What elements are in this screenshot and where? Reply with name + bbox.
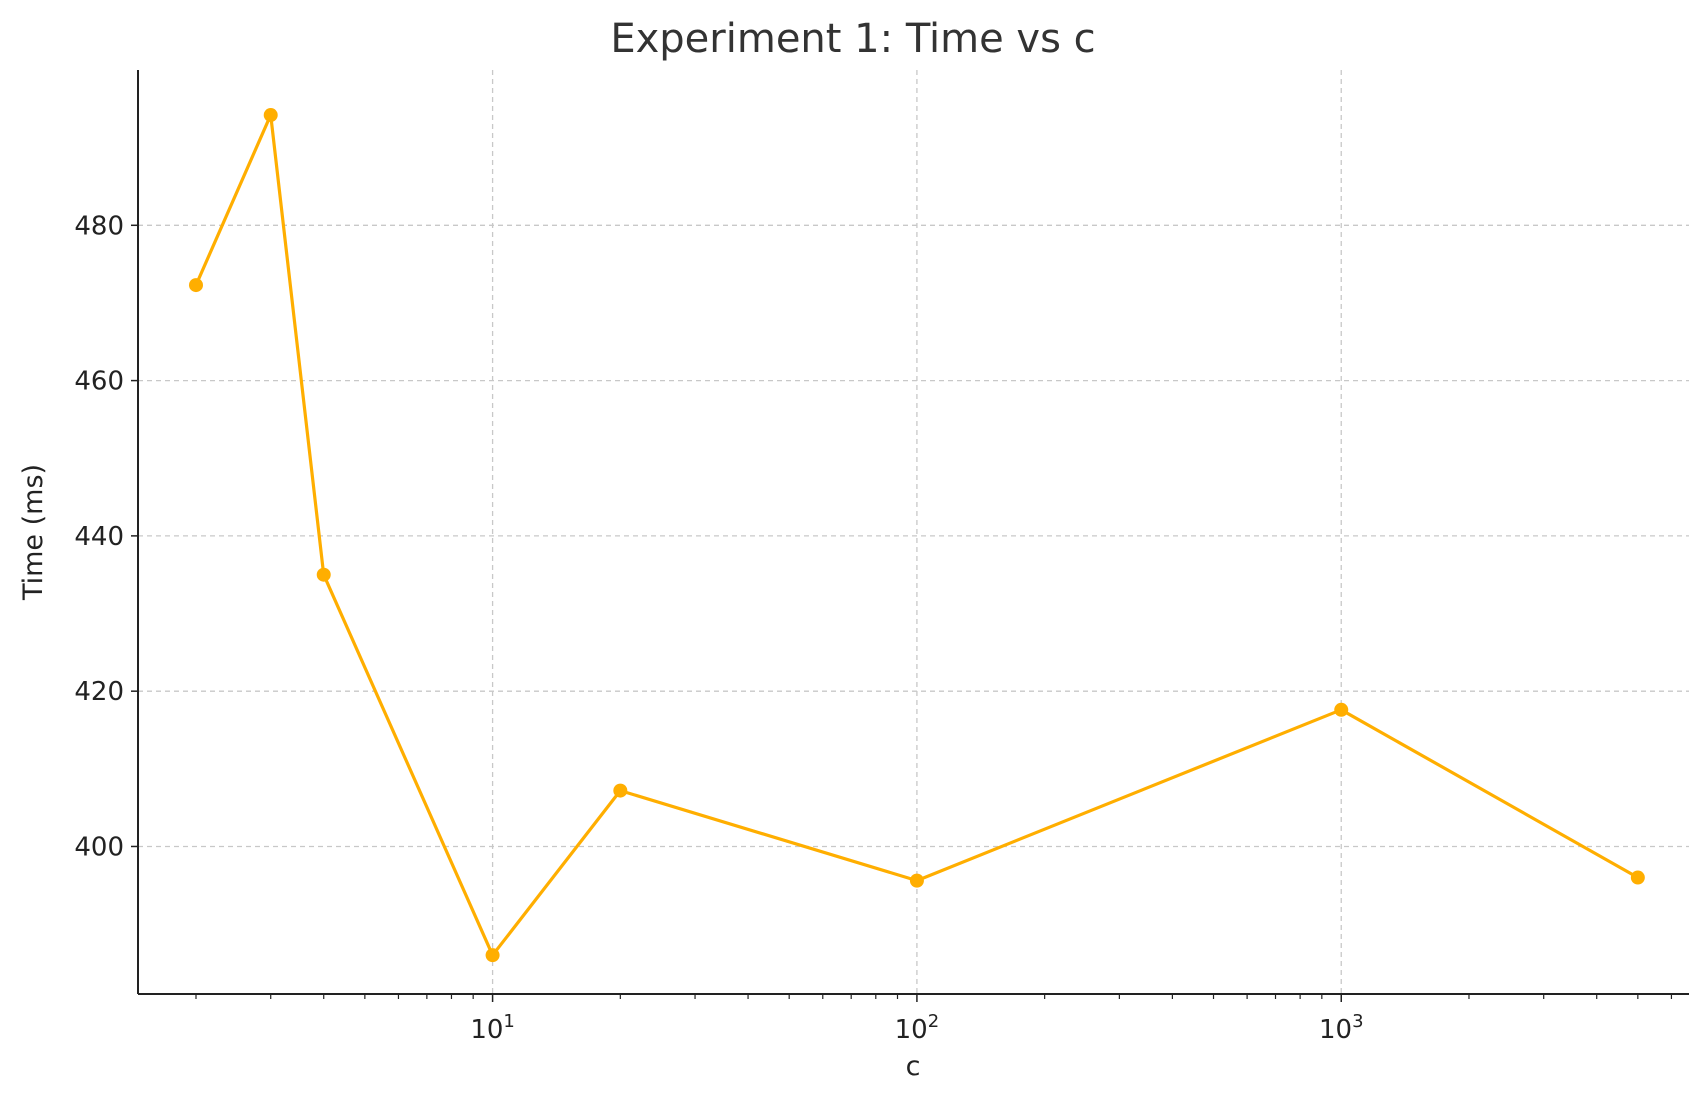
series-line [194,113,1639,957]
x-tick-exponent: 1 [503,1011,514,1032]
y-tick-label: 480 [74,211,124,241]
y-tick-label: 420 [74,677,124,707]
chart-title: Experiment 1: Time vs c [610,16,1095,62]
series [188,108,1645,963]
y-tick-label: 400 [74,832,124,862]
data-point [263,108,278,123]
x-tick-base: 10 [895,1015,928,1045]
x-tick-label: 102 [895,1011,940,1045]
y-tick-label: 460 [74,367,124,397]
y-axis-label: Time (ms) [18,464,49,601]
x-tick-exponent: 2 [928,1011,939,1032]
grid [138,70,1689,994]
data-point [188,278,203,293]
x-tick-label: 101 [470,1011,515,1045]
axes [137,70,1689,995]
data-point [613,783,628,798]
y-tick-label: 440 [74,522,124,552]
x-tick-base: 10 [470,1015,503,1045]
data-point [1630,870,1645,885]
data-point [1334,702,1349,717]
x-axis-label: c [906,1051,921,1082]
data-point [909,873,924,888]
x-tick-exponent: 3 [1352,1011,1363,1032]
data-point [316,567,331,582]
x-tick-base: 10 [1319,1015,1352,1045]
x-tick-label: 103 [1319,1011,1364,1045]
data-point [485,948,500,963]
